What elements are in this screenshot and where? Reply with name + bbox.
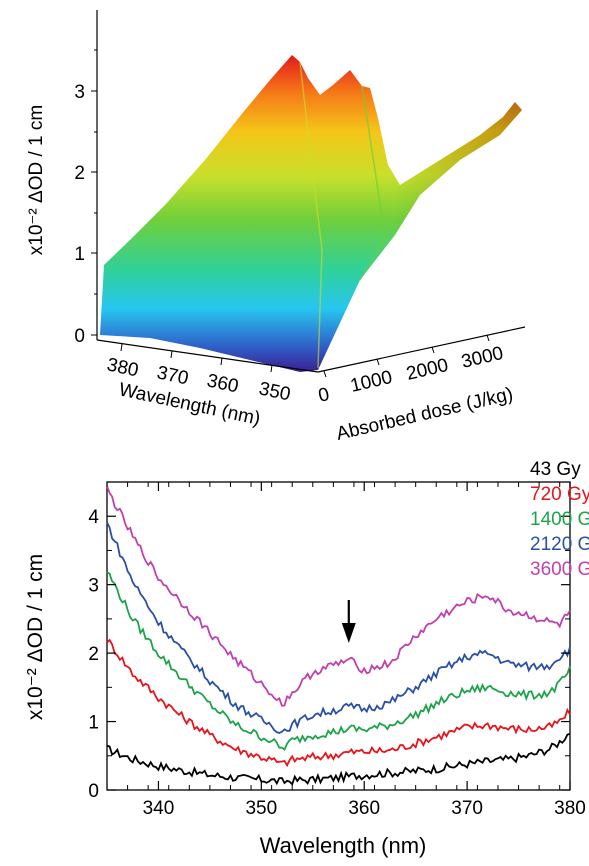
surface-y-tick-label: 0	[74, 326, 85, 347]
legend-item-2120-gy: 2120 Gy	[530, 534, 589, 555]
surface-x-tick-label: 370	[155, 362, 190, 389]
surface-x-axis	[96, 339, 319, 373]
surface-z-tick-label: 1000	[348, 367, 394, 397]
surface-ridge-1	[299, 61, 323, 369]
surface-z-tick-label: 0	[316, 384, 331, 407]
series-line-2120-gy	[106, 521, 571, 734]
line-y-label: x10⁻² ΔOD / 1 cm	[24, 554, 47, 720]
line-axis-ticks: 340 350 360 370 380 0 1 2 3 4	[88, 482, 586, 819]
surface-x-tick-mark	[170, 350, 173, 359]
y-tick-label: 4	[88, 507, 99, 528]
legend-item-3600-gy: 3600 Gy	[530, 559, 589, 580]
legend-item-1400-gy: 1400 Gy	[530, 509, 589, 530]
y-tick-label: 2	[88, 644, 99, 665]
surface-ridge-2	[359, 85, 386, 281]
surface-y-tick-label: 2	[74, 163, 85, 184]
surface-plot	[100, 55, 522, 372]
surface-x-tick-mark	[120, 343, 123, 352]
x-tick-label: 350	[245, 798, 277, 819]
surface-x-tick-label: 360	[205, 370, 240, 397]
arrow-marker	[341, 600, 356, 643]
y-tick-label: 1	[88, 713, 99, 734]
surface-y-ticks: 0 1 2 3	[74, 49, 97, 347]
series-line-43-gy	[106, 732, 571, 786]
legend-item-720-gy: 720 Gy	[530, 484, 589, 505]
surface-x-tick-label: 350	[257, 378, 292, 405]
surface-z-tick-mark	[376, 358, 380, 366]
surface-x-tick-mark	[270, 364, 273, 373]
legend-item-43-gy: 43 Gy	[530, 459, 581, 480]
line-plot-frame	[106, 481, 571, 791]
y-tick-label: 0	[88, 781, 99, 802]
line-x-label: Wavelength (nm)	[260, 833, 427, 858]
series-line-1400-gy	[106, 571, 571, 751]
x-tick-label: 340	[143, 798, 175, 819]
surface-z-axis	[317, 326, 526, 373]
x-tick-label: 380	[554, 798, 586, 819]
line-series-group	[106, 485, 571, 786]
line-panel: 340 350 360 370 380 0 1 2 3 4 43 Gy 720 Gy 1400 Gy 2…	[24, 459, 589, 858]
surface-y-label: x10⁻² ΔOD / 1 cm	[26, 105, 47, 255]
surface-z-tick-label: 2000	[404, 355, 450, 385]
arrow-head	[341, 623, 356, 643]
y-tick-label: 3	[88, 576, 99, 597]
x-tick-label: 360	[348, 798, 380, 819]
surface-shade	[100, 55, 522, 372]
surface-z-tick-mark	[323, 370, 327, 378]
surface-z-tick-label: 3000	[459, 343, 505, 373]
surface-y-tick-label: 1	[74, 244, 85, 265]
legend: 43 Gy 720 Gy 1400 Gy 2120 Gy 3600 Gy	[530, 459, 589, 580]
surface-x-tick-mark	[220, 357, 223, 366]
series-line-3600-gy	[106, 485, 571, 707]
surface-panel: 0 1 2 3 x10⁻² ΔOD / 1 cm 380 370 360 350…	[26, 10, 526, 445]
surface-z-tick-mark	[431, 346, 435, 354]
surface-x-tick-label: 380	[105, 354, 140, 381]
series-line-720-gy	[106, 638, 571, 768]
x-tick-label: 370	[451, 798, 483, 819]
surface-y-tick-label: 3	[74, 82, 85, 103]
surface-z-tick-mark	[486, 334, 490, 342]
surface-x-label: Wavelength (nm)	[117, 379, 262, 429]
